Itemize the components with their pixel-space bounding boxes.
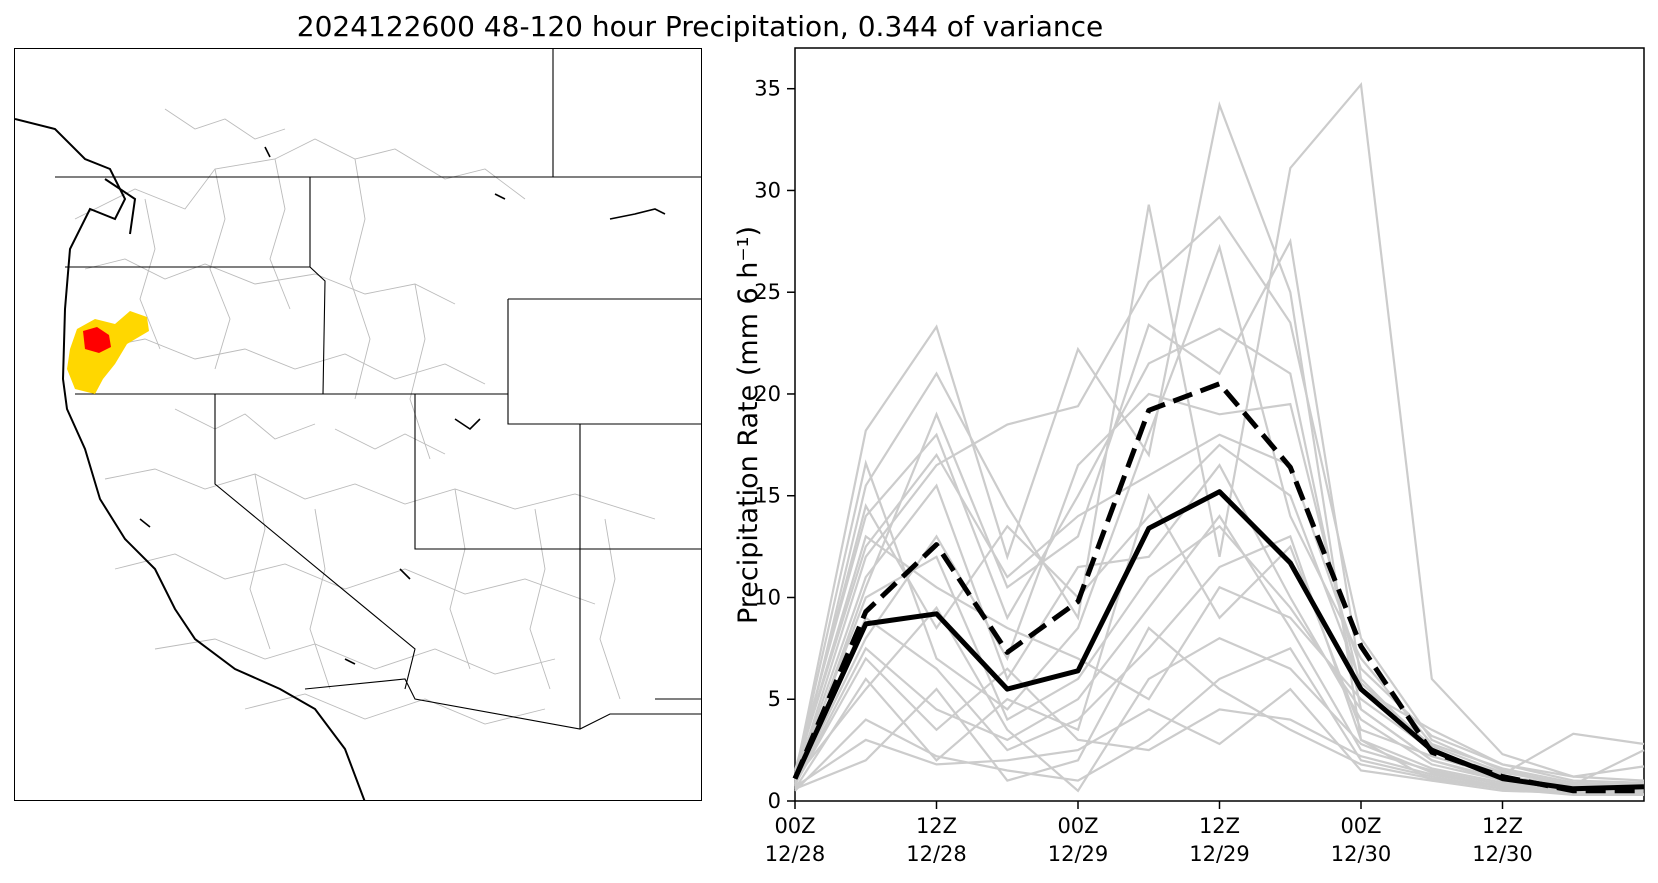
y-tick-label: 25 — [754, 280, 781, 304]
x-tick-label-time: 12Z — [1482, 814, 1523, 838]
coastline — [15, 118, 366, 800]
basin-map — [14, 48, 702, 801]
y-tick-label: 15 — [754, 484, 781, 508]
member-line-15 — [794, 687, 1645, 796]
x-tick-label-time: 00Z — [1340, 814, 1381, 838]
member-lines — [793, 81, 1645, 797]
y-tick-label: 10 — [754, 585, 781, 609]
x-tick-label-date: 12/30 — [1472, 842, 1533, 866]
member-line-19 — [794, 626, 1644, 797]
member-line-9 — [793, 463, 1645, 792]
y-tick-label: 35 — [754, 77, 781, 101]
mean-line-dashed — [792, 381, 1644, 794]
y-tick-label: 20 — [754, 382, 781, 406]
member-line-4 — [793, 237, 1645, 788]
x-tick-label-date: 12/28 — [906, 842, 967, 866]
member-line-11 — [793, 534, 1645, 790]
member-line-2 — [793, 81, 1645, 785]
member-line-13 — [793, 534, 1644, 792]
member-line-20 — [793, 443, 1645, 788]
state-boundaries — [55, 49, 701, 730]
puget-sound — [104, 178, 137, 235]
x-tick-label-date: 12/29 — [1048, 842, 1109, 866]
figure-title: 2024122600 48-120 hour Precipitation, 0.… — [296, 10, 1104, 43]
highlight-red-basin — [83, 327, 111, 353]
member-line-10 — [794, 514, 1645, 794]
x-tick-label-time: 12Z — [916, 814, 957, 838]
member-line-3 — [793, 215, 1645, 786]
x-tick-label-date: 12/30 — [1331, 842, 1392, 866]
x-tick-label-time: 00Z — [1057, 814, 1098, 838]
x-axis: 00Z 12/28 12Z 12/28 00Z 12/29 12Z 12/29 00Z 12/30… — [765, 801, 1533, 866]
x-tick-label-date: 12/29 — [1189, 842, 1250, 866]
x-tick-label-date: 12/28 — [765, 842, 826, 866]
lakes — [139, 146, 666, 665]
mean-lines — [792, 381, 1645, 794]
member-line-17 — [794, 656, 1644, 795]
y-tick-label: 30 — [754, 178, 781, 202]
y-axis-label: Precipitation Rate (mm 6 h⁻¹) — [733, 226, 764, 624]
y-tick-label: 5 — [768, 687, 781, 711]
member-line-7 — [793, 243, 1645, 786]
x-tick-label-time: 12Z — [1199, 814, 1240, 838]
member-line-16 — [793, 433, 1645, 784]
y-tick-label: 0 — [768, 789, 781, 813]
y-axis: 0 5 10 15 20 25 30 35 — [754, 77, 795, 813]
x-tick-label-time: 00Z — [774, 814, 815, 838]
